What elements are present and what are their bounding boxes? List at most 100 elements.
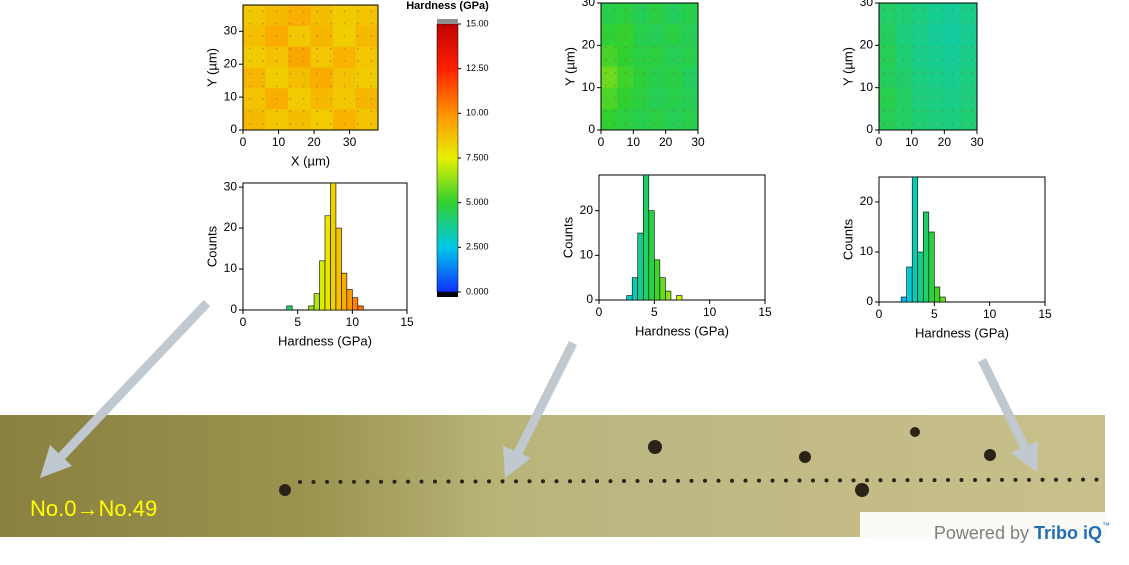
x-tick-label: 15 [1038,307,1052,321]
indent-point [902,110,905,112]
indent-point [275,60,278,63]
indent-point [289,22,292,25]
indent-point [316,72,319,75]
indent-point [892,122,895,125]
indent-point [605,84,607,87]
indent [298,480,302,484]
indent-point [951,72,954,74]
indent-point [932,33,934,36]
heat-cell [649,87,667,110]
x-tick-label: 5 [294,315,301,329]
indent [460,479,464,484]
arrow [977,358,1030,450]
indent-point [605,33,607,36]
plot-frame [878,176,1046,303]
y-axis-label: Counts [840,218,855,260]
y-tick-label: 20 [582,38,596,52]
indent-point [912,84,915,87]
indent [932,478,937,483]
indent [446,479,451,484]
indent-point [672,122,675,125]
indent [986,477,991,482]
indent [851,478,856,483]
heat-cell [355,46,379,68]
indent-point [343,22,346,25]
x-tick-label: 0 [598,135,605,149]
colorbar-tick-label: 12.50 [466,63,489,73]
indent [703,478,707,483]
indent-point [682,59,685,61]
indent-point [316,122,319,125]
colorbar-tick-label: 15.00 [466,18,489,28]
indent-point [922,72,924,74]
indent-point [262,122,265,125]
indent-point [883,122,885,125]
indent-point [634,59,636,61]
indent-point [663,46,665,49]
indent-point [922,59,924,61]
indent-point [356,85,359,88]
heat-cell [649,24,667,46]
indent-point [643,21,646,23]
indent-point [634,110,636,112]
hist-bar [313,293,320,311]
heat-cell [665,45,683,67]
colorbar-tick-label: 5.000 [466,197,489,207]
indent-point [892,21,895,23]
indent-point [961,110,964,112]
y-tick-label: 0 [866,294,873,308]
indent [649,478,653,483]
hist-bar [352,297,359,311]
indent-point [614,46,617,49]
indent-point [370,10,373,13]
indent-point [302,97,305,100]
hist-bar [676,295,683,301]
indent-point [941,46,944,49]
indent-point [248,22,251,25]
heat-cell [665,3,683,25]
indent-point [329,122,332,125]
indent-point [289,72,292,75]
x-tick-label: 5 [931,307,938,321]
y-tick-label: 0 [866,122,873,136]
indent-point [356,47,359,50]
indent-point [692,97,694,100]
indent-point [343,47,346,50]
indent-point [902,46,905,49]
plot-frame [598,174,766,301]
indent-point [653,122,656,125]
indent [730,478,734,483]
indent-point [316,35,319,38]
indent-point [941,97,944,100]
hist-bar [308,305,315,311]
indent-point [941,122,944,125]
indent-point [692,46,694,49]
indent [406,479,410,484]
indent-point [912,97,915,100]
heat-cell [928,3,945,25]
heat-cell [681,66,699,89]
heat-cell [879,24,896,46]
indent-point [672,46,675,49]
indent-point [961,33,964,36]
indent-point [932,72,934,74]
heat-cell [617,66,634,89]
indent-point [329,85,332,88]
indent-point [692,122,694,125]
indent-point [912,33,915,36]
indent-point [951,84,954,87]
indent-point [356,110,359,113]
indent-point [275,22,278,25]
indent-point [289,85,292,88]
hist-bar [286,305,293,311]
indent-point [682,122,685,125]
heat-cell [911,108,929,131]
heat-cell [633,24,650,46]
indent [716,478,721,483]
indent-point [614,84,617,87]
indent-point [624,122,627,125]
indent-point [932,97,934,100]
indent-point [624,84,627,87]
hist-bar [642,174,650,301]
colorbar-title: Hardness (GPa) [406,0,489,12]
